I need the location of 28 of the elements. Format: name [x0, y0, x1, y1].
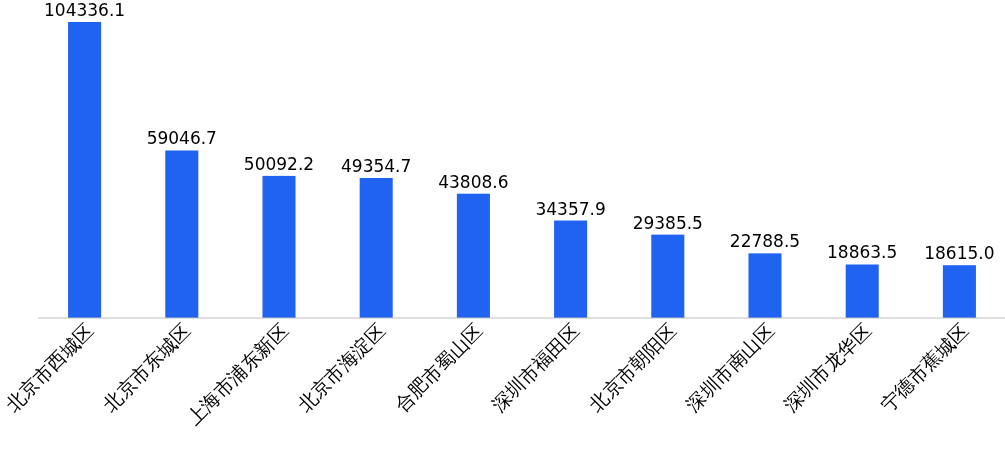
data-label: 104336.1 — [44, 0, 126, 20]
bar — [554, 220, 588, 318]
bar — [165, 150, 199, 318]
x-tick-label: 深圳市龙华区 — [778, 319, 876, 416]
bar — [651, 234, 685, 318]
bar — [262, 175, 296, 318]
x-tick-label: 北京市朝阳区 — [584, 319, 681, 416]
data-label: 50092.2 — [243, 153, 315, 174]
x-tick-label: 深圳市福田区 — [487, 319, 584, 416]
x-tick-label: 合肥市蜀山区 — [390, 319, 487, 416]
x-tick-label: 北京市海淀区 — [292, 319, 390, 416]
data-label: 29385.5 — [632, 212, 703, 233]
x-tick-label: 深圳市南山区 — [681, 319, 778, 416]
bar — [845, 264, 879, 318]
bar — [748, 253, 782, 318]
bar — [942, 265, 976, 318]
data-label: 18615.0 — [924, 243, 995, 264]
bar — [456, 193, 490, 318]
data-label: 43808.6 — [438, 171, 509, 192]
bar — [68, 22, 102, 318]
data-label: 49354.7 — [341, 155, 412, 176]
data-label: 59046.7 — [146, 128, 217, 149]
bar — [359, 177, 393, 318]
data-label: 22788.5 — [729, 231, 801, 252]
data-label: 34357.9 — [535, 198, 606, 219]
x-tick-label: 北京市西城区 — [1, 319, 98, 416]
data-label: 18863.5 — [827, 242, 898, 263]
x-tick-label: 宁德市蕉城区 — [876, 319, 973, 416]
